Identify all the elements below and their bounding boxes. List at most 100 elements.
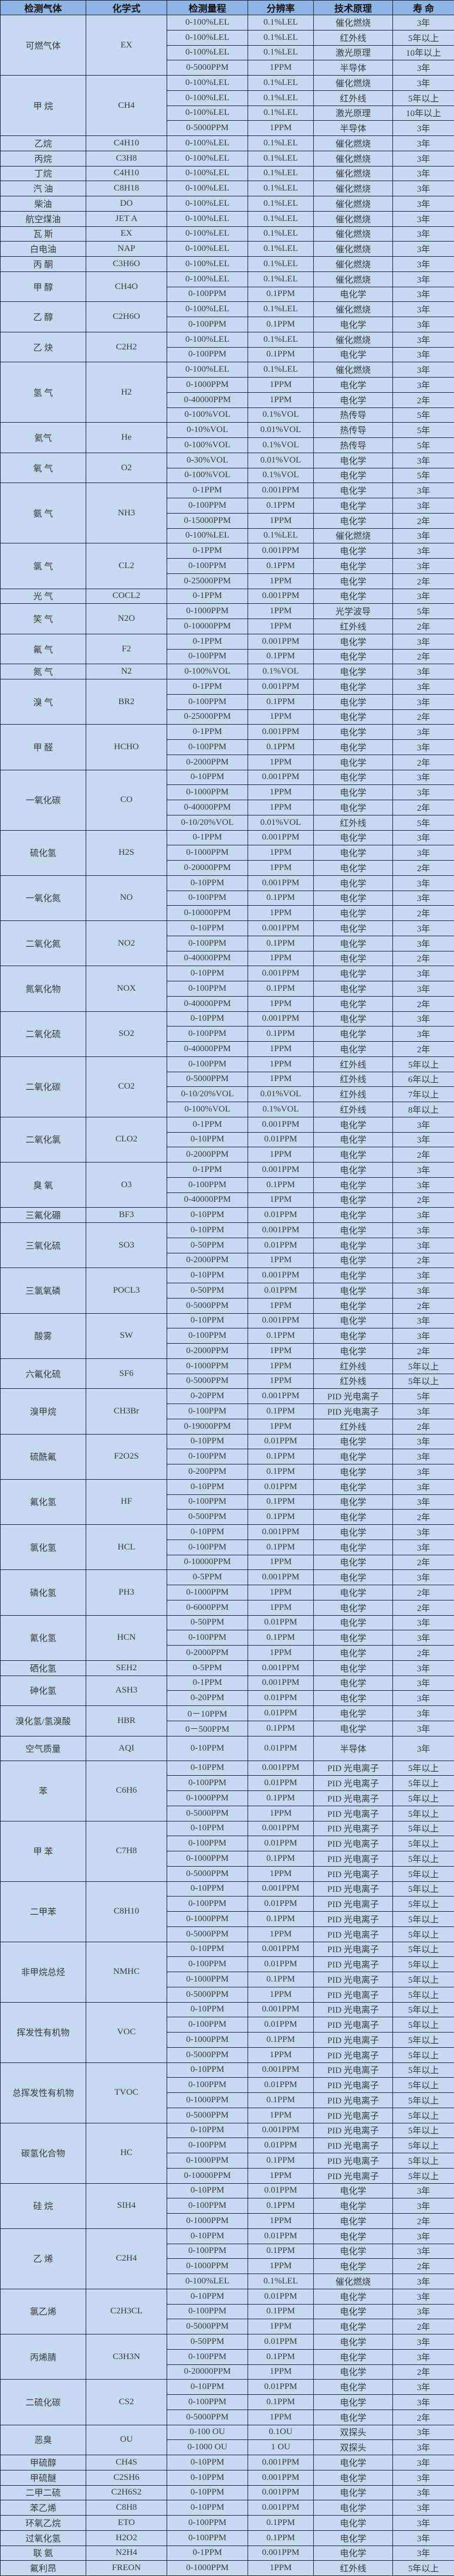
range-cell: 0-10PPM [167,2122,248,2139]
technology-cell: 电化学 [313,754,393,770]
lifespan-cell: 3年 [392,1177,454,1193]
range-cell: 0-1000PPM [167,845,248,861]
range-cell: 0-1000PPM [167,2092,248,2108]
lifespan-cell: 3年 [392,1283,454,1299]
table-row: 0-100PPM 0.1PPM 电化学 3年 [1,498,454,514]
formula-cell: C4H10 [86,165,167,182]
lifespan-cell: 3年 [392,1705,454,1721]
table-row: 环氧乙烷 ETO 0-100PPM 0.1PPM 电化学 3年 [0,2515,454,2531]
technology-cell: PID 光电离子 [313,2092,393,2108]
table-row: 苯乙烯 C8H8 0-10PPM 0.001PPM 电化学 3年 [0,2500,454,2516]
technology-cell: PID 光电离子 [313,1865,393,1882]
lifespan-cell: 5年 [392,603,454,619]
formula-cell: C2H3CL [86,2288,167,2335]
technology-cell: 双探头 [313,2439,393,2455]
range-cell: 0-25000PPM [167,573,248,589]
range-cell: 0-10000PPM [167,1554,248,1571]
range-cell: 0-100PPM [167,2198,248,2214]
table-row: 0-10000PPM 1PPM PID 光电离子 5年以上 [1,2167,454,2184]
table-row: 0-50PPM 0.01PPM 电化学 3年 [1,1283,454,1299]
table-row: 二甲二硫 C2H6S2 0-10PPM 0.001PPM 电化学 3年 [0,2485,454,2501]
formula-cell: HCL [86,1524,167,1571]
range-cell: 0-100PPM [167,1449,248,1464]
range-cell: 0-1000PPM [167,1851,248,1867]
table-row: 六氟化硫 SF6 0-1000PPM 1PPM 红外线 5年以上 [0,1358,454,1389]
table-row: 溴甲烷 CH3Br 0-20PPM 0.001PPM PID 光电离子 5年 [0,1388,454,1435]
resolution-cell: 0.1%LEL [248,271,314,287]
range-cell: 0-100%LEL [167,196,248,212]
resolution-cell: 0.01PPM [248,2334,314,2350]
table-row: 0-100%VOL 0.1%VOL 热传导 5年 [1,437,454,453]
lifespan-cell: 3年 [392,1615,454,1631]
formula-cell: HCN [86,1615,167,1661]
technology-cell: 半导体 [313,60,393,76]
table-row: 0-100PPM 0.1PPM 电化学 3年 [1,317,454,332]
range-cell: 0－500PPM [167,1720,248,1736]
technology-cell: 电化学 [313,346,393,363]
table-row: 0-100PPM 0.01PPM PID 光电离子 5年以上 [1,1956,454,1972]
lifespan-cell: 2年 [392,648,454,665]
table-row: 0-100PPM 0.1PPM 电化学 3年 [1,739,454,755]
table-row: 0-2000PPM 1PPM 电化学 2年 [1,754,454,770]
table-row: 0-40000PPM 1PPM 电化学 2年 [1,1041,454,1057]
gas-name-cell: 乙烷 [0,135,86,151]
range-cell: 0-5000PPM [167,2047,248,2063]
resolution-cell: 1PPM [248,905,314,921]
gas-name-cell: 硫酰氟 [0,1433,86,1480]
resolution-cell: 0.1%LEL [248,301,314,317]
gas-name-cell: 氟化氢 [0,1479,86,1525]
formula-cell: CH4 [86,75,167,136]
technology-cell: 红外线 [313,1056,393,1072]
resolution-cell: 0.001PPM [248,1820,314,1837]
table-row: 0-6000PPM 1PPM 电化学 2年 [1,1599,454,1616]
resolution-cell: 0.1%LEL [248,135,314,151]
range-cell: 0-20000PPM [167,2364,248,2380]
technology-cell: PID 光电离子 [313,1896,393,1912]
range-cell: 0-100PPM [167,1539,248,1555]
table-row: 氟化氢 HF 0-10PPM 0.01PPM 电化学 3年 [0,1479,454,1525]
lifespan-cell: 10年以上 [392,45,454,61]
technology-cell: PID 光电离子 [313,1775,393,1791]
resolution-cell: 0.01PPM [248,1775,314,1791]
lifespan-cell: 3年 [392,1011,454,1027]
table-row: 0-5000PPM 1PPM PID 光电离子 5年以上 [1,1805,454,1821]
table-header-row: 检测气体 化学式 检测量程 分辨率 技术原理 寿 命 [0,0,454,15]
lifespan-cell: 2年 [392,1585,454,1600]
table-row: 汽 油 C8H18 0-100%LEL 0.1%LEL 催化燃烧 3年 [0,181,454,196]
range-cell: 0-40000PPM [167,392,248,408]
lifespan-cell: 10年以上 [392,105,454,121]
table-row: 二氧化氮 NO2 0-10PPM 0.001PPM 电化学 3年 [0,920,454,967]
range-cell: 0-100PPM [167,2077,248,2093]
resolution-cell: 0.001PPM [248,1267,314,1283]
lifespan-cell: 3年 [392,1328,454,1344]
lifespan-cell: 3年 [392,1539,454,1555]
technology-cell: 激光原理 [313,45,393,61]
lifespan-cell: 5年以上 [392,2017,454,2033]
lifespan-cell: 3年 [392,769,454,786]
technology-cell: PID 光电离子 [313,1881,393,1897]
range-cell: 0-10PPM [167,1131,248,1148]
formula-cell: SO3 [86,1222,167,1269]
gas-name-cell: 甲硫醚 [0,2469,86,2486]
technology-cell: 催化燃烧 [313,256,393,272]
table-row: 0-100PPM 0.1PPM 电化学 3年 [1,981,454,997]
technology-cell: PID 光电离子 [313,1956,393,1972]
lifespan-cell: 3年 [392,60,454,76]
gas-name-cell: 二氧化硫 [0,1011,86,1057]
resolution-cell: 1PPM [248,2560,314,2576]
lifespan-cell: 2年 [392,1418,454,1435]
gas-name-cell: 甲硫醇 [0,2455,86,2470]
resolution-cell: 1PPM [248,1056,314,1072]
formula-cell: N2H4 [86,2545,167,2561]
range-cell: 0-100%LEL [167,90,248,106]
lifespan-cell: 3年 [392,271,454,287]
gas-name-cell: 臭 氧 [0,1161,86,1208]
resolution-cell: 0.1%LEL [248,45,314,61]
technology-cell: PID 光电离子 [313,1941,393,1958]
resolution-cell: 0.1%VOL [248,1102,314,1117]
resolution-cell: 0.001PPM [248,2500,314,2516]
table-row: 0-40000PPM 1PPM 电化学 2年 [1,392,454,408]
technology-cell: PID 光电离子 [313,2001,393,2018]
resolution-cell: 1PPM [248,1373,314,1389]
range-cell: 0-10000PPM [167,618,248,634]
